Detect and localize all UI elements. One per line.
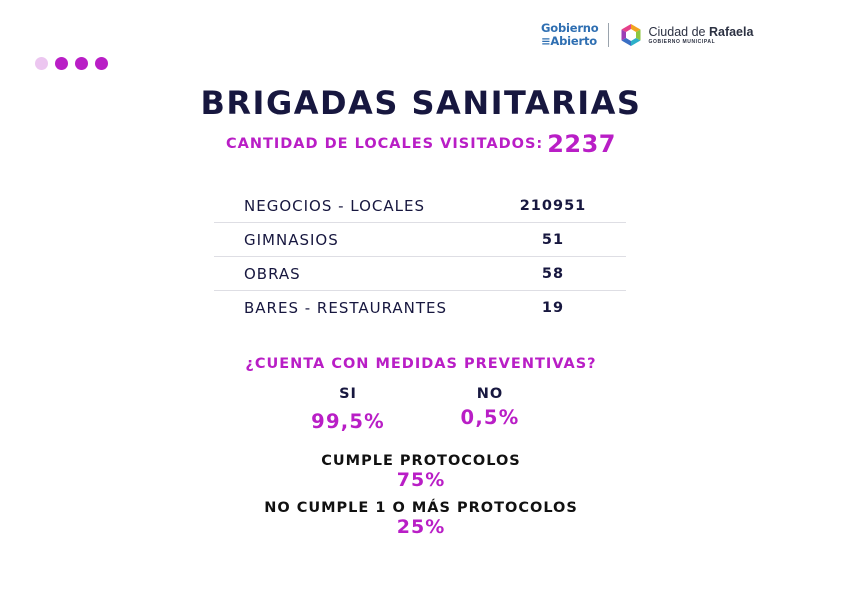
- dot-light: [35, 57, 48, 70]
- complies-label: CUMPLE PROTOCOLOS: [321, 453, 521, 469]
- row-value: 58: [541, 265, 565, 282]
- row-category: GIMNASIOS: [244, 230, 339, 249]
- rafaela-bold: Rafaela: [708, 25, 754, 39]
- complies-block: CUMPLE PROTOCOLOS 75%: [0, 453, 842, 491]
- rafaela-logo-name: Ciudad de Rafaela: [648, 25, 753, 39]
- locales-table: NEGOCIOS - LOCALES 210951 GIMNASIOS 51 O…: [214, 189, 626, 324]
- answer-no-label: NO: [476, 386, 504, 402]
- answer-no-value: 0,5%: [460, 406, 520, 429]
- answer-yes-value: 99,5%: [311, 410, 385, 433]
- row-value: 19: [541, 299, 565, 316]
- rafaela-prefix: Ciudad de: [648, 25, 706, 39]
- answer-yes-label: SI: [339, 386, 357, 402]
- visited-count-value: 2237: [547, 130, 616, 158]
- table-row: BARES - RESTAURANTES 19: [214, 291, 626, 324]
- rafaela-logo-sub: GOBIERNO MUNICIPAL: [648, 39, 716, 45]
- answer-no: NO 0,5%: [430, 386, 550, 429]
- visited-count: CANTIDAD DE LOCALES VISITADOS: 2237: [0, 130, 842, 158]
- decorative-dots: [35, 57, 108, 70]
- not-complies-block: NO CUMPLE 1 O MÁS PROTOCOLOS 25%: [0, 500, 842, 538]
- page-title: BRIGADAS SANITARIAS: [200, 84, 642, 122]
- gobierno-abierto-line-1: Gobierno: [541, 21, 599, 35]
- answer-yes: SI 99,5%: [288, 386, 408, 433]
- preventive-question: ¿CUENTA CON MEDIDAS PREVENTIVAS?: [245, 356, 597, 372]
- logo-divider: [608, 23, 610, 47]
- dot: [75, 57, 88, 70]
- table-row: GIMNASIOS 51: [214, 223, 626, 257]
- row-category: OBRAS: [244, 264, 301, 283]
- not-complies-value: 25%: [396, 516, 446, 538]
- gobierno-abierto-logo: Gobierno ≡Abierto: [541, 21, 599, 48]
- rafaela-logo-icon: [621, 24, 641, 46]
- ciudad-de-rafaela-logo: Ciudad de Rafaela GOBIERNO MUNICIPAL: [648, 25, 753, 45]
- row-value: 51: [541, 231, 565, 248]
- table-row: OBRAS 58: [214, 257, 626, 291]
- row-value: 210951: [519, 197, 587, 214]
- not-complies-label: NO CUMPLE 1 O MÁS PROTOCOLOS: [264, 500, 578, 516]
- header-logos: Gobierno ≡Abierto Ciudad de Rafaela GOBI…: [541, 22, 753, 48]
- dot: [55, 57, 68, 70]
- dot: [95, 57, 108, 70]
- complies-value: 75%: [396, 469, 446, 491]
- gobierno-abierto-line-2: ≡Abierto: [541, 34, 597, 48]
- visited-count-label: CANTIDAD DE LOCALES VISITADOS:: [225, 136, 544, 152]
- row-category: BARES - RESTAURANTES: [244, 298, 448, 317]
- table-row: NEGOCIOS - LOCALES 210951: [214, 189, 626, 223]
- row-category: NEGOCIOS - LOCALES: [244, 196, 426, 215]
